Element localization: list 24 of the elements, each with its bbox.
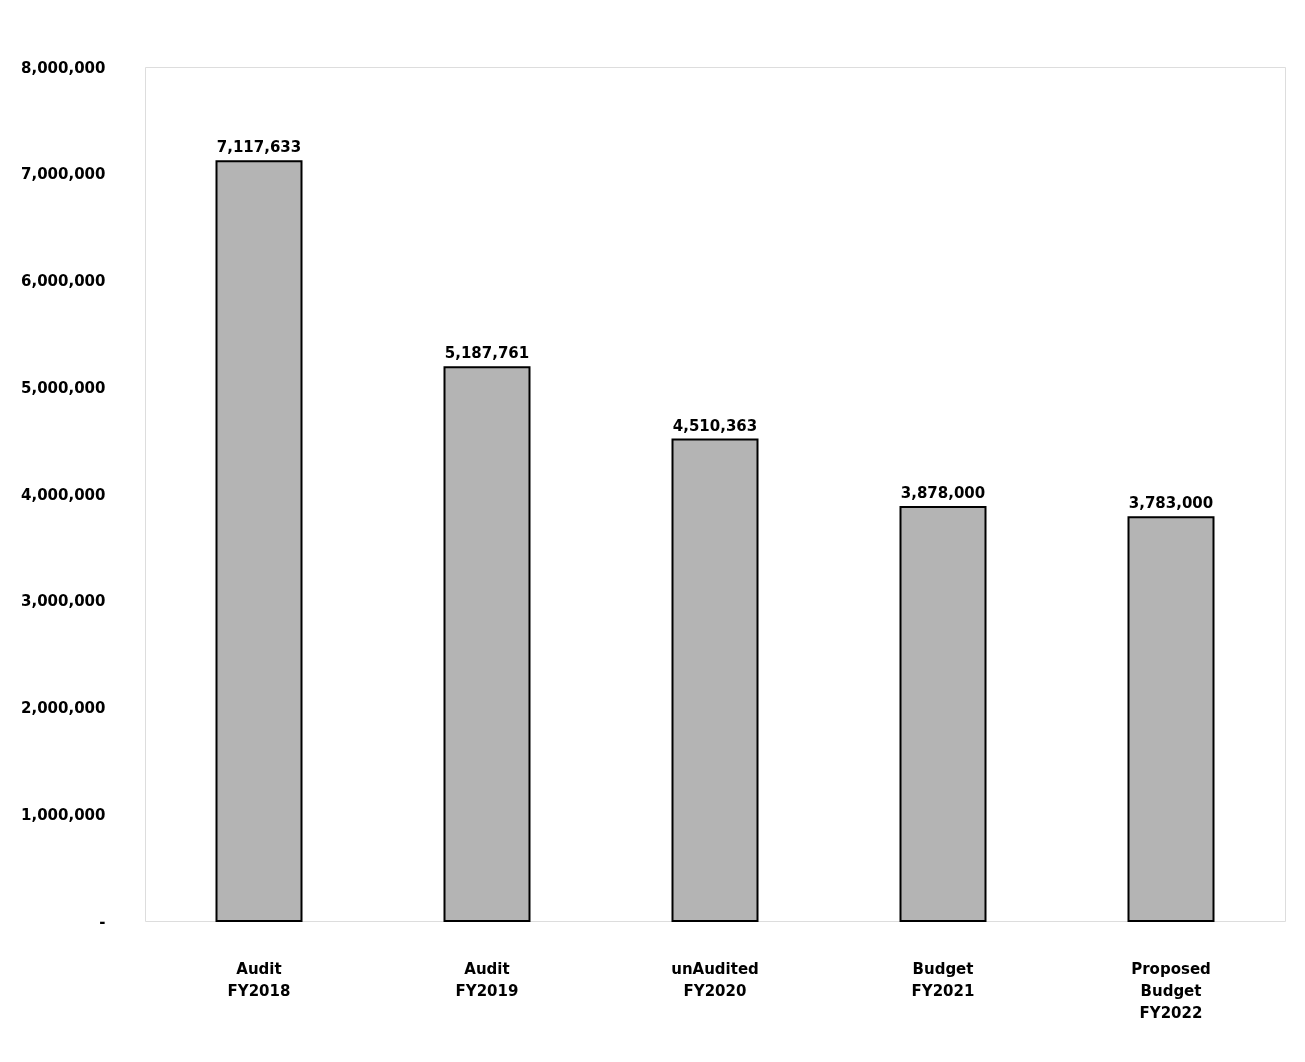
data-label: 7,117,633 [216,138,302,157]
x-tick-label: Budget FY2021 [911,959,975,1000]
bar [1127,516,1215,922]
x-tick-label: Audit FY2019 [455,959,519,1000]
bar [899,506,987,922]
data-label: 3,783,000 [1128,494,1214,513]
y-tick-label: 8,000,000 [21,58,106,77]
x-tick-label: Audit FY2018 [227,959,291,1000]
y-tick-label: 5,000,000 [21,378,106,397]
bar [671,438,759,922]
data-label: 3,878,000 [900,484,986,503]
y-tick-label: 6,000,000 [21,272,106,290]
bar [443,366,531,922]
y-tick-label: 3,000,000 [21,592,106,611]
data-label: 5,187,761 [444,344,530,363]
x-tick-label: unAudited FY2020 [671,959,759,1000]
y-tick-label: 4,000,000 [21,485,106,504]
y-tick-label: 1,000,000 [21,805,106,824]
x-tick-label: Proposed Budget FY2022 [1131,959,1211,1022]
y-tick-label: - [99,912,106,931]
bar [215,160,303,922]
data-label: 4,510,363 [672,416,758,435]
y-tick-label: 7,000,000 [21,165,106,184]
y-tick-label: 2,000,000 [21,699,106,717]
